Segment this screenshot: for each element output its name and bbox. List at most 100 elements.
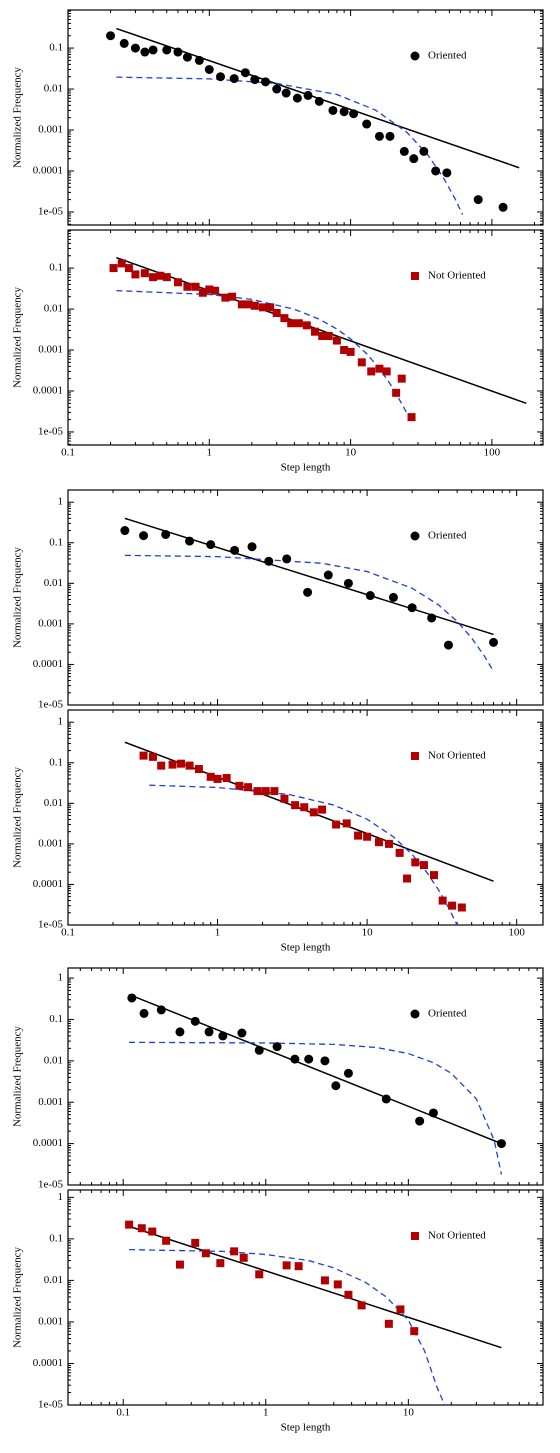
data-point (216, 1259, 225, 1268)
data-point (117, 259, 126, 268)
data-point (266, 303, 275, 312)
y-tick-label: 1 (58, 1191, 64, 1203)
data-point (324, 331, 333, 340)
plot-frame (67, 967, 544, 1186)
data-point (120, 526, 130, 536)
data-point (303, 587, 313, 597)
data-point (357, 358, 366, 367)
data-point (206, 540, 216, 550)
y-tick-label: 0.1 (49, 756, 63, 768)
data-point (213, 774, 222, 783)
y-tick-label: 0.0001 (33, 1357, 63, 1369)
y-axis-label: Normalized Frequency (12, 1025, 24, 1127)
x-tick-label: 0.1 (116, 1407, 130, 1419)
data-point (381, 1094, 391, 1104)
data-point (183, 282, 192, 291)
y-tick-label: 0.1 (49, 42, 63, 54)
y-axis-label: Normalized Frequency (12, 766, 24, 868)
data-point (131, 270, 140, 279)
exponential-fit (124, 554, 495, 672)
y-tick-label: 0.1 (49, 262, 63, 274)
data-point (392, 388, 401, 397)
legend-marker (410, 1009, 420, 1019)
data-point (255, 1270, 264, 1279)
data-point (318, 331, 327, 340)
data-point (194, 55, 204, 65)
y-tick-label: 0.0001 (33, 165, 63, 177)
y-tick-label: 0.1 (49, 536, 63, 548)
data-point (287, 319, 296, 328)
x-axis-label: Step length (281, 942, 331, 954)
y-tick-label: 1 (58, 496, 64, 508)
data-point (244, 783, 253, 792)
data-point (139, 751, 148, 760)
y-tick-label: 0.1 (49, 1013, 63, 1025)
legend-marker (410, 51, 420, 61)
data-point (399, 146, 409, 156)
data-point (290, 1054, 300, 1064)
x-tick-label: 1 (207, 447, 213, 459)
y-axis-label: Normalized Frequency (12, 1246, 24, 1348)
data-point (311, 327, 320, 336)
data-point (302, 321, 311, 330)
data-point (367, 367, 376, 376)
data-point (328, 105, 338, 115)
data-point (168, 760, 177, 769)
exponential-fit (129, 1041, 503, 1175)
data-point (156, 271, 165, 280)
power-law-fit (116, 256, 527, 405)
data-point (206, 772, 215, 781)
data-point (247, 542, 257, 552)
data-point (303, 90, 313, 100)
data-point (375, 364, 384, 373)
legend-marker (411, 272, 419, 280)
y-tick-label: 0.1 (49, 1232, 63, 1244)
data-point (130, 43, 140, 53)
plot-frame (67, 9, 544, 226)
data-point (191, 1238, 200, 1247)
data-point (235, 781, 244, 790)
y-axis-label: Normalized Frequency (12, 66, 24, 168)
data-point (291, 801, 300, 810)
y-tick-label: 0.01 (44, 83, 63, 95)
y-tick-label: 0.001 (38, 124, 63, 136)
data-point (182, 52, 192, 62)
data-point (384, 1319, 393, 1328)
data-point (419, 861, 428, 870)
y-tick-label: 1e-05 (38, 699, 64, 711)
data-point (237, 300, 246, 309)
data-point (309, 808, 318, 817)
exponential-fit (149, 784, 458, 925)
y-tick-label: 0.01 (44, 303, 63, 315)
data-point (281, 88, 291, 98)
x-tick-label: 100 (484, 447, 501, 459)
y-tick-label: 1e-05 (38, 425, 64, 437)
data-point (244, 300, 253, 309)
legend-label: Not Oriented (428, 1230, 486, 1242)
data-point (254, 1045, 264, 1055)
data-point (374, 131, 384, 141)
y-tick-label: 0.001 (38, 617, 63, 629)
data-point (204, 1027, 214, 1037)
y-tick-label: 0.01 (44, 1054, 63, 1066)
data-point (323, 570, 333, 580)
y-tick-label: 1e-05 (38, 1399, 64, 1411)
plot-frame (67, 489, 544, 706)
data-point (177, 759, 186, 768)
legend-marker (411, 752, 419, 760)
data-point (261, 77, 271, 87)
data-point (457, 903, 466, 912)
data-point (211, 286, 220, 295)
data-point (331, 1081, 341, 1091)
data-point (149, 273, 158, 282)
data-point (292, 93, 302, 103)
data-point (395, 848, 404, 857)
data-point (228, 292, 237, 301)
x-axis-label: Step length (281, 462, 331, 474)
data-point (137, 1224, 146, 1233)
plot-area (127, 993, 506, 1175)
data-point (270, 787, 279, 796)
data-point (362, 119, 372, 129)
data-point (148, 45, 158, 55)
